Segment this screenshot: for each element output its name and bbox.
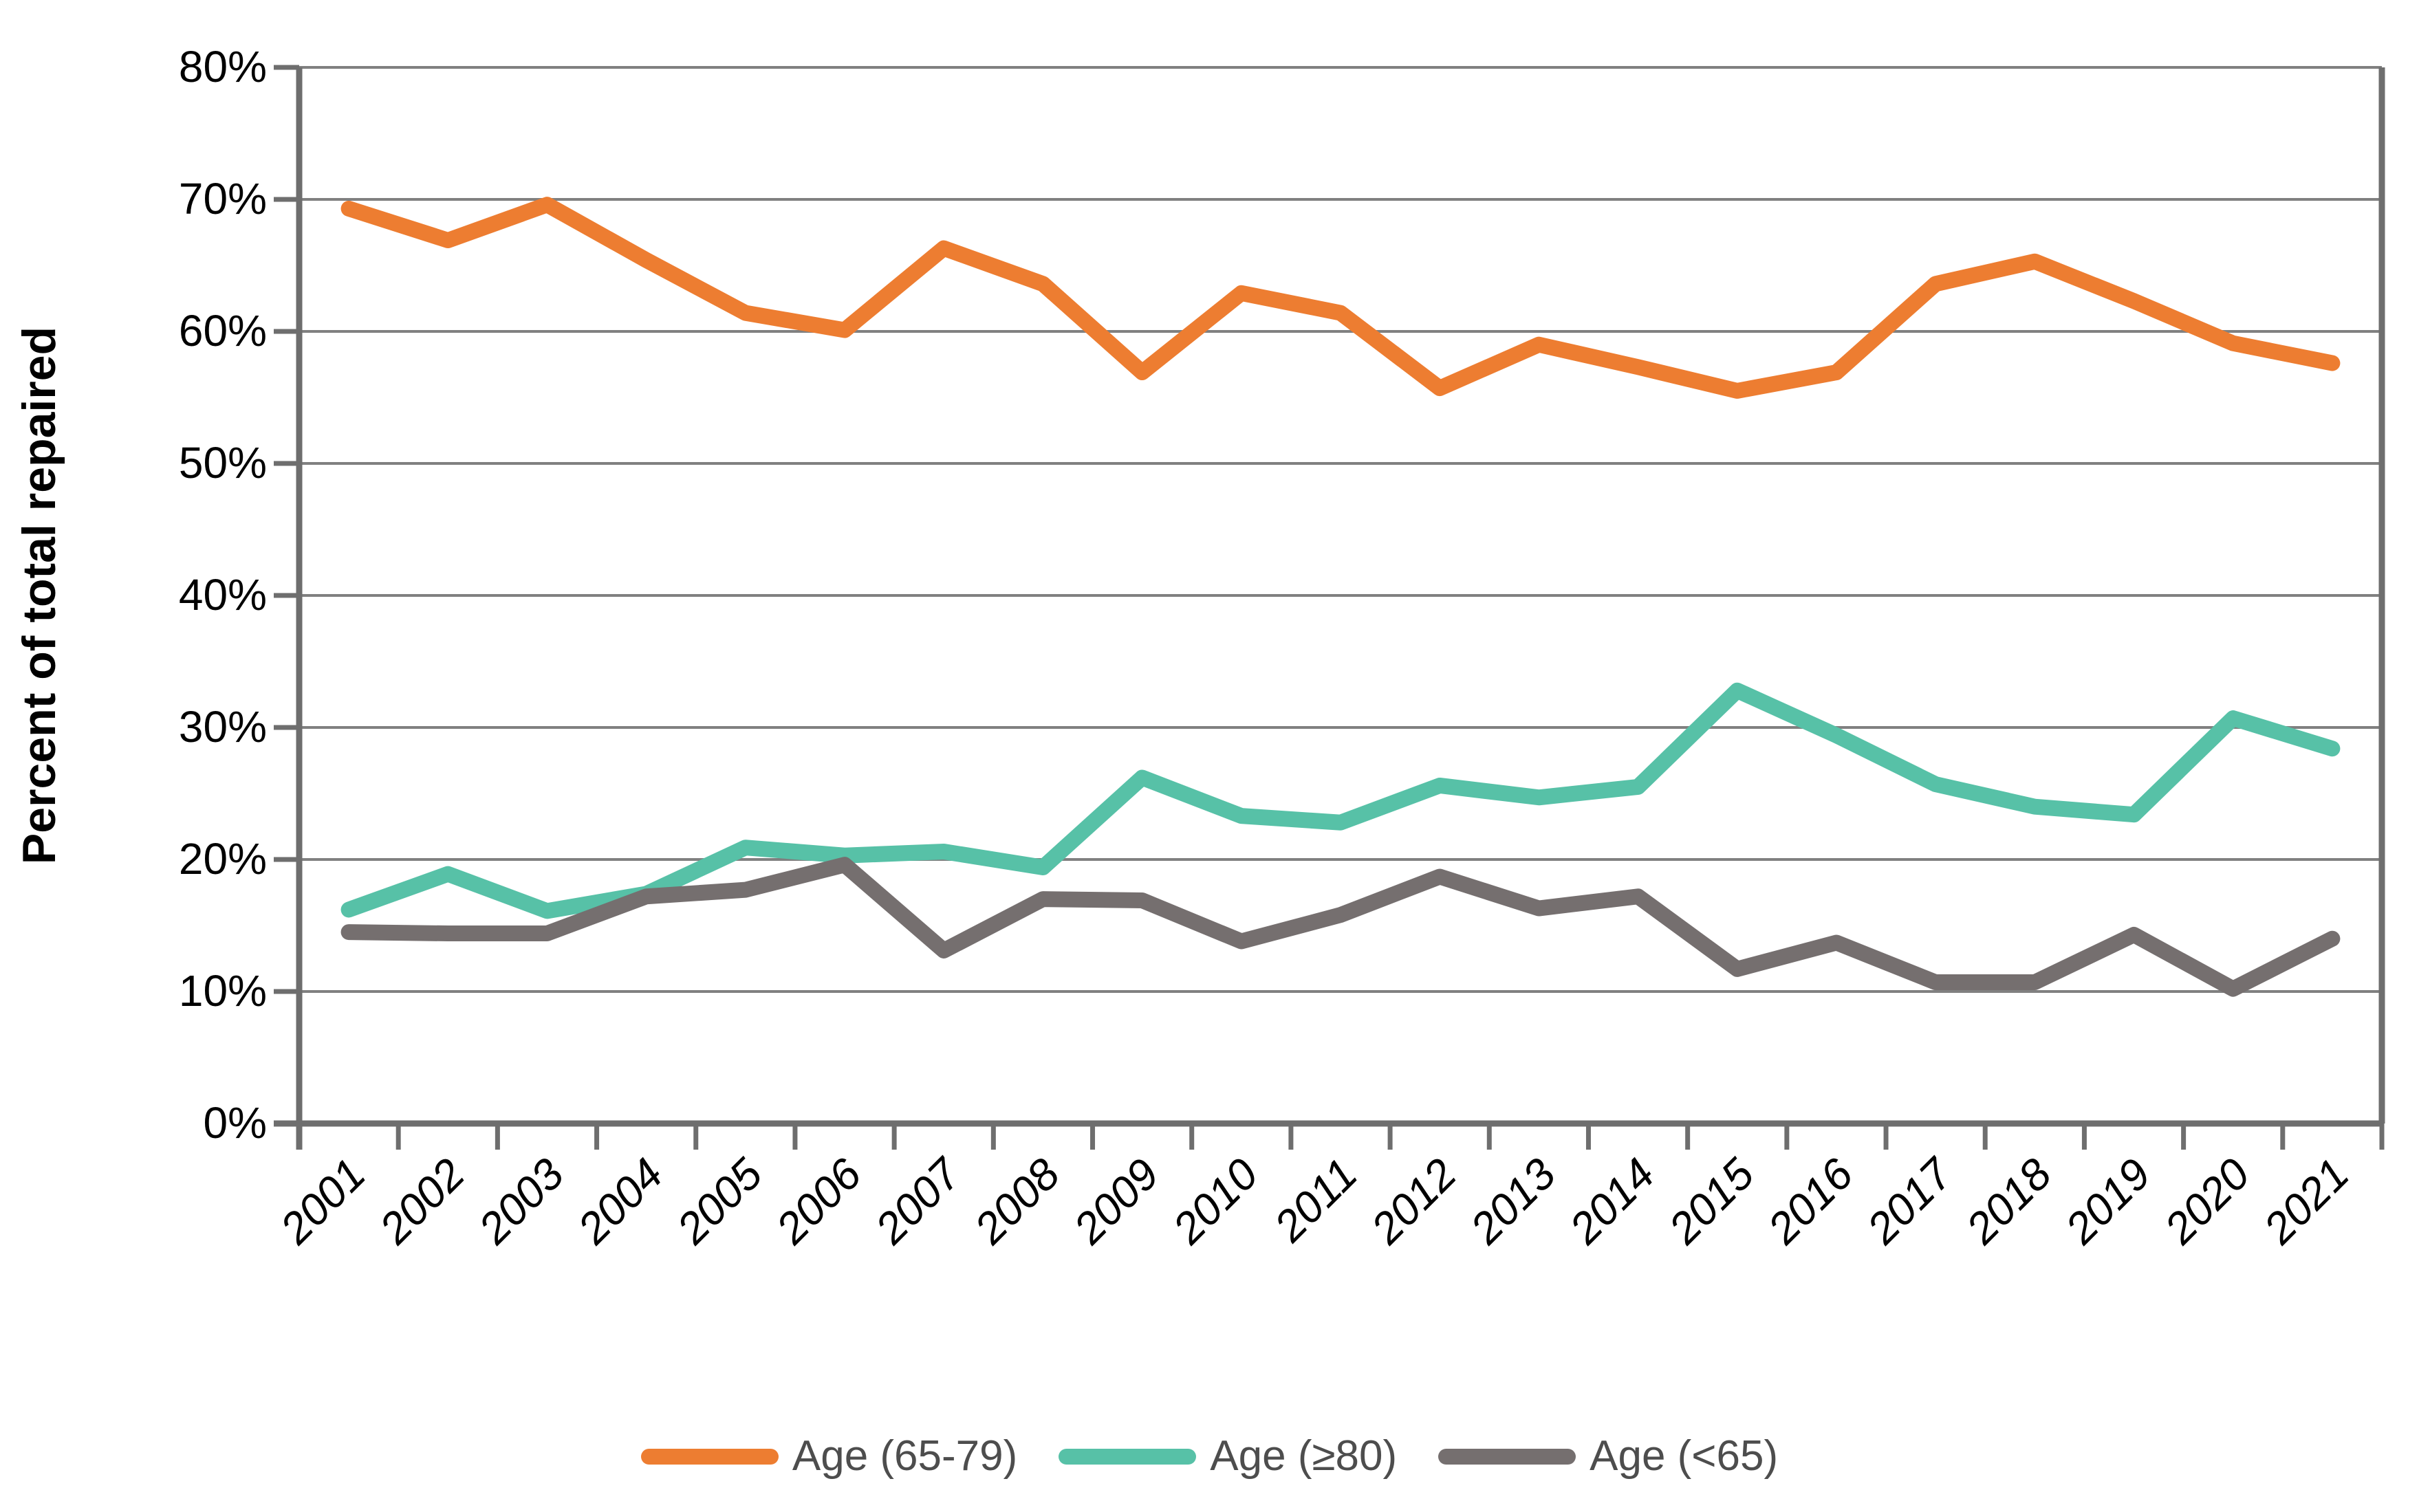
legend-swatch-age-65 bbox=[1438, 1448, 1576, 1465]
y-axis-title: Percent of total repaired bbox=[13, 327, 65, 864]
series-line-age-65-79 bbox=[340, 197, 2341, 399]
x-tick-label: 2019 bbox=[2055, 1149, 2160, 1253]
legend-label-age-80: Age (≥80) bbox=[1210, 1432, 1398, 1480]
legend-swatch-age-65-79 bbox=[640, 1448, 779, 1465]
x-tick-label: 2013 bbox=[1460, 1149, 1565, 1254]
x-tick-label: 2014 bbox=[1559, 1149, 1664, 1253]
y-tick-label: 20% bbox=[179, 834, 267, 884]
x-tick-label: 2021 bbox=[2254, 1149, 2358, 1253]
x-tick-label: 2016 bbox=[1758, 1149, 1863, 1254]
x-tick-label: 2020 bbox=[2154, 1149, 2259, 1254]
x-tick-label: 2010 bbox=[1162, 1149, 1268, 1254]
x-tick-label: 2011 bbox=[1264, 1149, 1367, 1251]
legend-item-age-80: Age (≥80) bbox=[1059, 1435, 1397, 1478]
x-tick-label: 2006 bbox=[766, 1149, 871, 1254]
x-tick-label: 2002 bbox=[369, 1149, 474, 1253]
x-tick-label: 2001 bbox=[270, 1149, 375, 1253]
x-tick-label: 2007 bbox=[865, 1148, 971, 1253]
x-tick-label: 2003 bbox=[468, 1149, 574, 1254]
legend-item-age-65: Age (<65) bbox=[1438, 1435, 1778, 1478]
legend-swatch-age-80 bbox=[1059, 1448, 1197, 1465]
legend: Age (65-79) Age (≥80) Age (<65) bbox=[0, 1429, 2419, 1484]
x-tick-label: 2004 bbox=[567, 1149, 672, 1253]
legend-item-age-65-79: Age (65-79) bbox=[640, 1432, 1018, 1480]
x-tick-label: 2017 bbox=[1857, 1148, 1963, 1253]
x-tick-label: 2009 bbox=[1063, 1149, 1168, 1253]
x-tick-label: 2012 bbox=[1361, 1149, 1466, 1253]
x-tick-label: 2005 bbox=[666, 1149, 772, 1254]
x-tick-label: 2008 bbox=[964, 1149, 1070, 1254]
y-tick-label: 80% bbox=[179, 42, 267, 91]
legend-label-age-65-79: Age (65-79) bbox=[792, 1432, 1018, 1480]
series-line-age-65 bbox=[340, 857, 2341, 997]
legend-label-age-65: Age (<65) bbox=[1590, 1432, 1779, 1480]
x-tick-label: 2018 bbox=[1956, 1149, 2061, 1254]
y-tick-label: 30% bbox=[179, 702, 267, 752]
x-tick-label: 2015 bbox=[1658, 1149, 1764, 1254]
y-tick-label: 10% bbox=[179, 966, 267, 1016]
y-tick-label: 70% bbox=[179, 174, 267, 223]
y-tick-label: 0% bbox=[204, 1098, 268, 1148]
y-tick-label: 50% bbox=[179, 438, 267, 487]
y-tick-label: 60% bbox=[179, 306, 267, 355]
y-tick-label: 40% bbox=[179, 570, 267, 620]
series-line-age-80 bbox=[340, 682, 2341, 919]
plot-area: 0%10%20%30%40%50%60%70%80%20012002200320… bbox=[179, 42, 2385, 1254]
